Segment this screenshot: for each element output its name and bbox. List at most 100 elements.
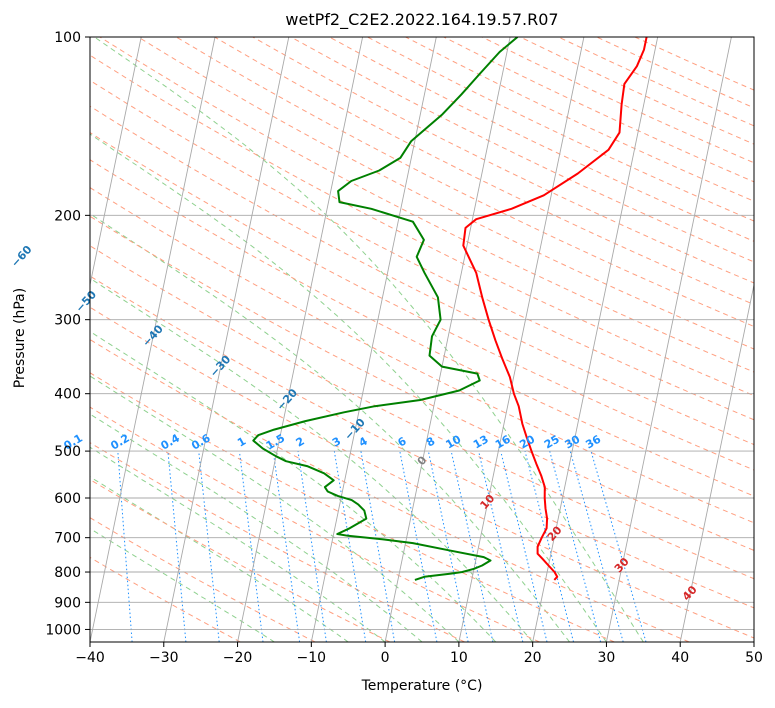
x-tick-label: 40	[671, 650, 689, 666]
isotherm-line	[163, 37, 290, 642]
y-tick-label: 500	[54, 444, 81, 460]
x-tick-label: −40	[75, 650, 105, 666]
y-tick-label: 700	[54, 531, 81, 547]
mixing-ratio-label: 0.4	[158, 431, 182, 452]
isotherm-line	[90, 37, 142, 288]
dry-adiabat	[90, 556, 241, 642]
mixing-ratio-label: 16	[493, 432, 513, 451]
mixing-ratio-line	[478, 450, 524, 642]
isotherm-line	[0, 37, 67, 642]
mixing-ratio-line	[272, 451, 301, 642]
x-tick-label: 0	[381, 650, 390, 666]
moist-adiabat	[90, 330, 497, 642]
mixing-ratio-label: 8	[424, 435, 437, 450]
dry-adiabat	[328, 37, 754, 242]
x-tick-label: −20	[223, 650, 253, 666]
dry-adiabat	[90, 245, 754, 580]
dry-adiabat	[290, 37, 754, 263]
mixing-ratio-label: 2	[294, 435, 307, 450]
plot-frame	[89, 36, 755, 643]
y-tick-label: 900	[54, 595, 81, 611]
dry-adiabat	[90, 105, 754, 446]
mixing-ratio-line	[297, 451, 327, 642]
mixing-ratio-line	[238, 451, 264, 642]
mixing-ratio-label: 6	[395, 434, 408, 449]
mixing-ratio-label: 0.2	[108, 432, 131, 453]
y-tick-label: 1000	[45, 622, 81, 638]
y-tick-label: 100	[54, 30, 81, 46]
x-tick-label: −10	[297, 650, 327, 666]
isotherm-label: 40	[680, 583, 700, 603]
y-tick-label: 800	[54, 565, 81, 581]
dry-adiabat	[99, 37, 754, 373]
mixing-ratio-label: 1.5	[264, 432, 287, 453]
dry-adiabat	[90, 517, 316, 642]
y-axis-label: Pressure (hPa)	[12, 287, 28, 389]
moist-adiabat	[94, 37, 644, 642]
mixing-ratio-line	[524, 450, 574, 642]
mixing-ratio-label: 0.6	[189, 431, 213, 452]
isotherm-label: −50	[73, 288, 99, 315]
mixing-ratio-label: 3	[330, 435, 343, 450]
dry-adiabat	[90, 215, 754, 551]
mixing-ratio-line	[333, 451, 367, 642]
dry-adiabat	[481, 37, 754, 164]
dry-adiabat	[90, 372, 615, 642]
dry-adiabat	[90, 79, 754, 421]
dry-adiabat	[90, 406, 540, 642]
dry-adiabat	[443, 37, 754, 183]
x-tick-label: 30	[598, 650, 616, 666]
mixing-ratio-label: 1	[235, 435, 248, 450]
moist-adiabat	[90, 213, 570, 642]
mixing-ratio-label: 20	[517, 432, 537, 451]
y-tick-label: 600	[54, 491, 81, 507]
mixing-ratio-label: 25	[542, 433, 562, 452]
dry-adiabat	[90, 54, 754, 397]
moist-adiabat	[90, 476, 349, 642]
mixing-ratio-label: 10	[444, 432, 464, 451]
dry-adiabat	[176, 37, 754, 328]
isotherm-line	[605, 37, 732, 642]
moist-adiabat	[90, 277, 534, 642]
isotherm-label: 10	[477, 492, 497, 512]
temperature-profile-line	[462, 37, 648, 581]
isotherm-label: −60	[9, 243, 35, 270]
moist-adiabat	[90, 133, 607, 642]
x-tick-label: 20	[524, 650, 542, 666]
dry-adiabat	[90, 187, 754, 524]
mixing-ratio-line	[427, 450, 469, 642]
dry-adiabat	[90, 132, 754, 471]
isotherm-label: −30	[207, 353, 233, 380]
x-tick-label: −30	[149, 650, 179, 666]
dry-adiabat	[252, 37, 754, 284]
mixing-ratio-label: 13	[471, 433, 491, 452]
isotherm-label: −40	[140, 322, 166, 349]
isotherm-line	[237, 37, 364, 642]
mixing-ratio-line	[399, 451, 438, 642]
x-tick-label: 50	[745, 650, 763, 666]
isotherm-line	[532, 37, 659, 642]
isotherm-line	[458, 37, 585, 642]
moist-adiabat	[90, 446, 386, 642]
moist-adiabat	[90, 413, 423, 642]
dry-adiabat	[90, 159, 754, 497]
isotherm-line	[753, 639, 754, 642]
y-tick-label: 300	[54, 313, 81, 329]
mixing-ratio-label: 36	[583, 432, 603, 451]
isotherm-line	[384, 37, 511, 642]
isotherm-line	[679, 282, 754, 642]
dry-adiabat	[90, 275, 754, 609]
moist-adiabat	[90, 375, 460, 642]
dry-adiabat	[519, 37, 754, 145]
dry-adiabat	[90, 442, 465, 642]
y-tick-label: 200	[54, 208, 81, 224]
mixing-ratio-line	[590, 450, 647, 642]
y-tick-label: 400	[54, 387, 81, 403]
isotherm-line	[90, 37, 216, 642]
isotherm-label: 0	[415, 453, 430, 468]
mixing-ratio-label: 30	[563, 432, 583, 451]
chart-title: wetPf2_C2E2.2022.164.19.57.R07	[285, 10, 559, 29]
dry-adiabat	[405, 37, 754, 202]
